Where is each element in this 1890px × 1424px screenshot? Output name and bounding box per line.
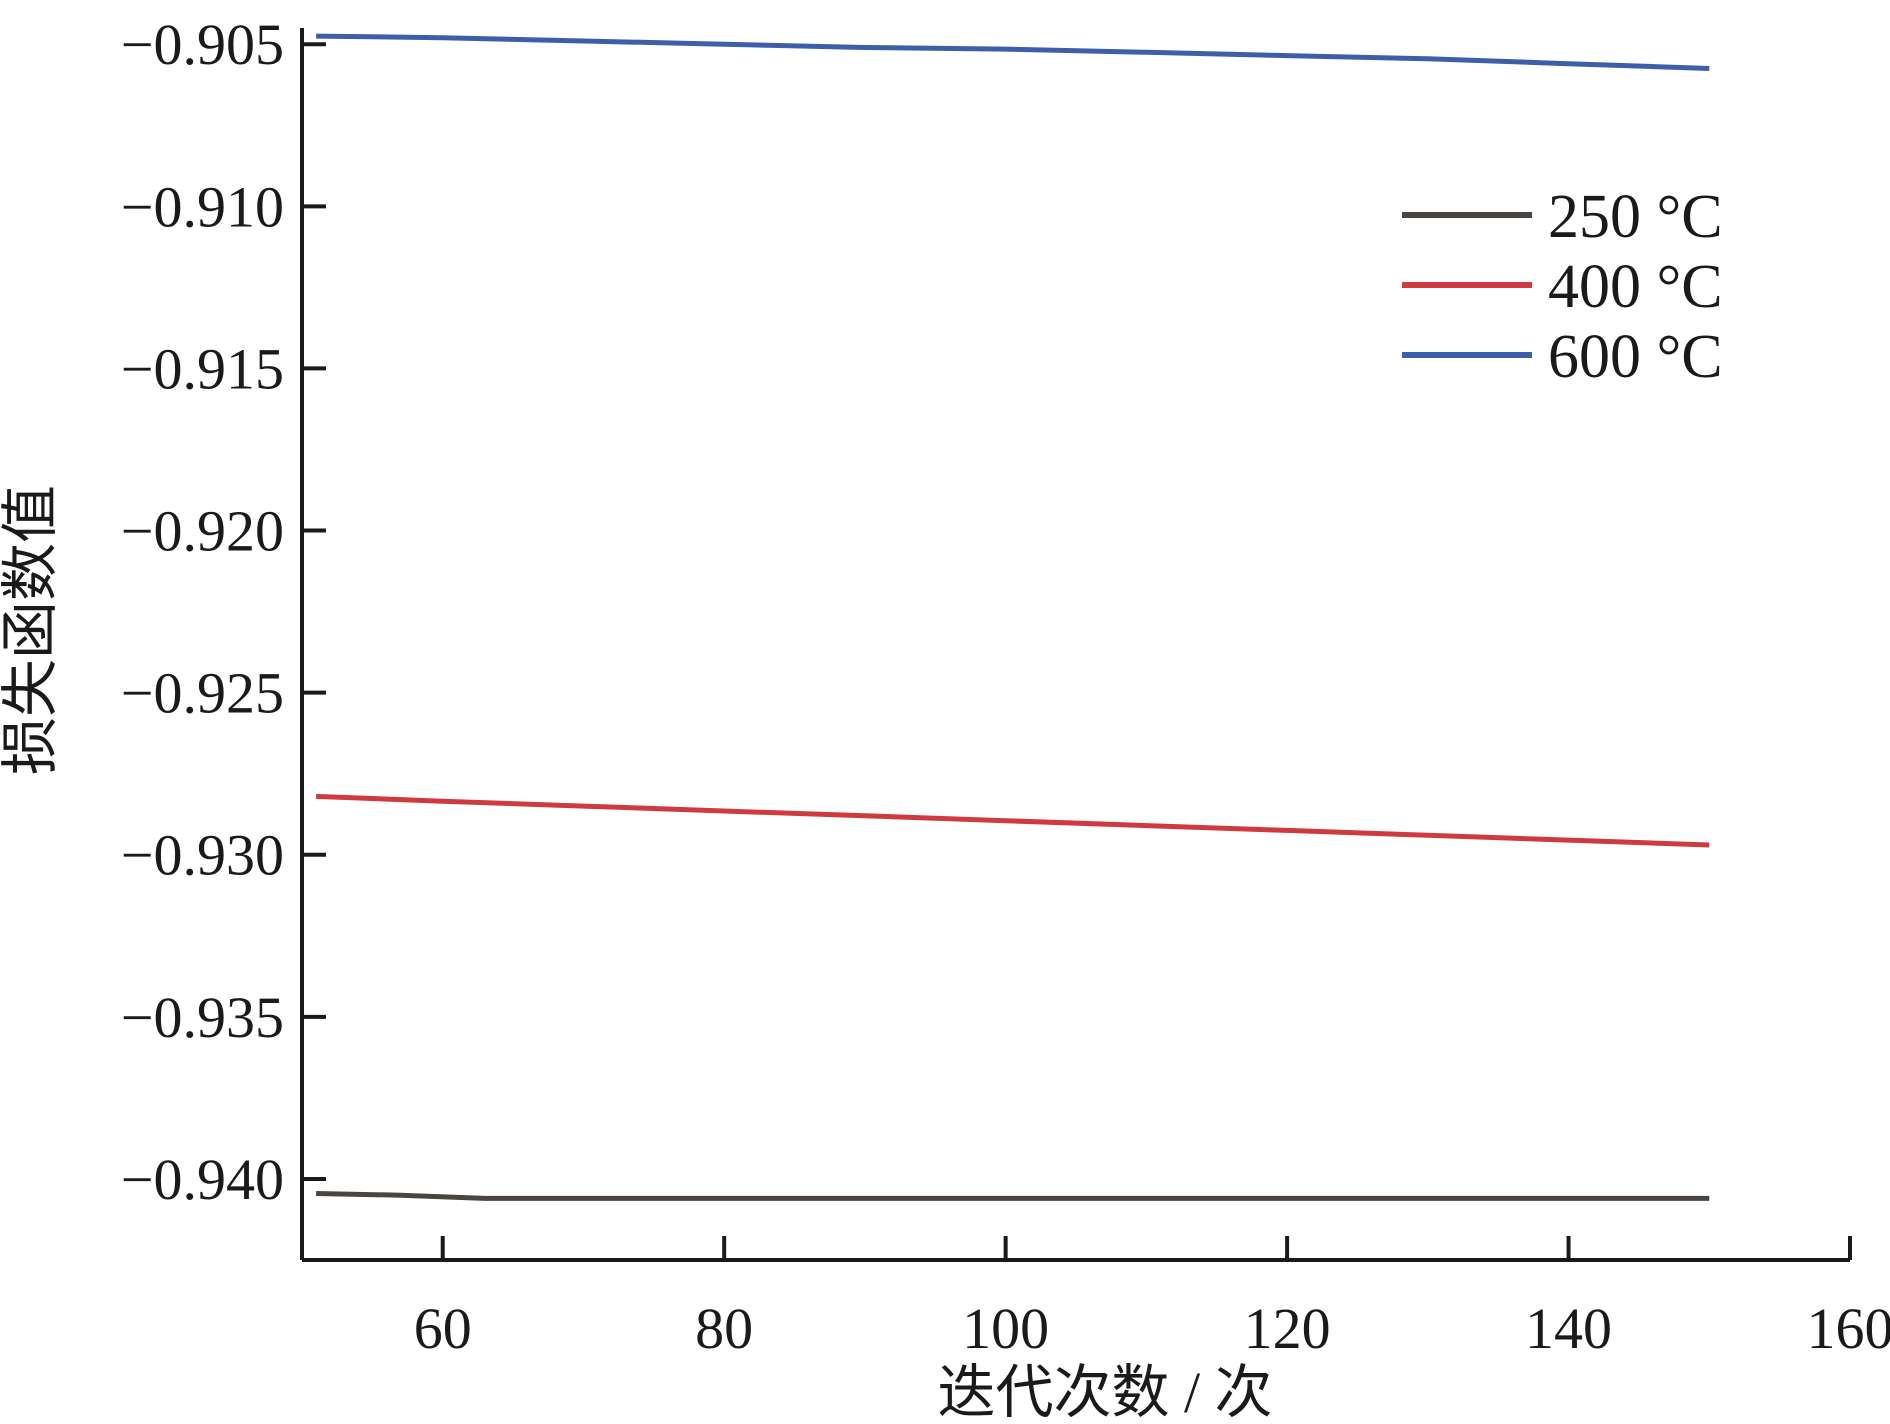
x-tick-label: 140 — [1525, 1296, 1612, 1361]
y-axis-title: 损失函数值 — [0, 485, 63, 775]
x-tick-label: 160 — [1807, 1296, 1890, 1361]
y-tick-label: −0.915 — [121, 336, 284, 401]
legend-label-2: 600 °C — [1548, 323, 1723, 391]
y-tick-label: −0.910 — [121, 174, 284, 239]
y-tick-label: −0.905 — [121, 12, 284, 77]
y-tick-label: −0.935 — [121, 985, 284, 1050]
y-tick-label: −0.925 — [121, 661, 284, 726]
x-tick-label: 120 — [1244, 1296, 1331, 1361]
x-tick-label: 100 — [962, 1296, 1049, 1361]
y-tick-label: −0.920 — [121, 499, 284, 564]
x-tick-label: 80 — [695, 1296, 753, 1361]
x-tick-label: 60 — [414, 1296, 472, 1361]
legend-label-0: 250 °C — [1548, 183, 1723, 251]
y-tick-label: −0.940 — [121, 1147, 284, 1212]
plot-area — [316, 36, 1709, 1198]
series-line-2 — [316, 36, 1709, 68]
series-line-0 — [316, 1194, 1709, 1199]
y-tick-label: −0.930 — [121, 823, 284, 888]
x-axis-title: 迭代次数 / 次 — [937, 1360, 1272, 1419]
series-line-1 — [316, 796, 1709, 845]
legend-label-1: 400 °C — [1548, 253, 1723, 321]
